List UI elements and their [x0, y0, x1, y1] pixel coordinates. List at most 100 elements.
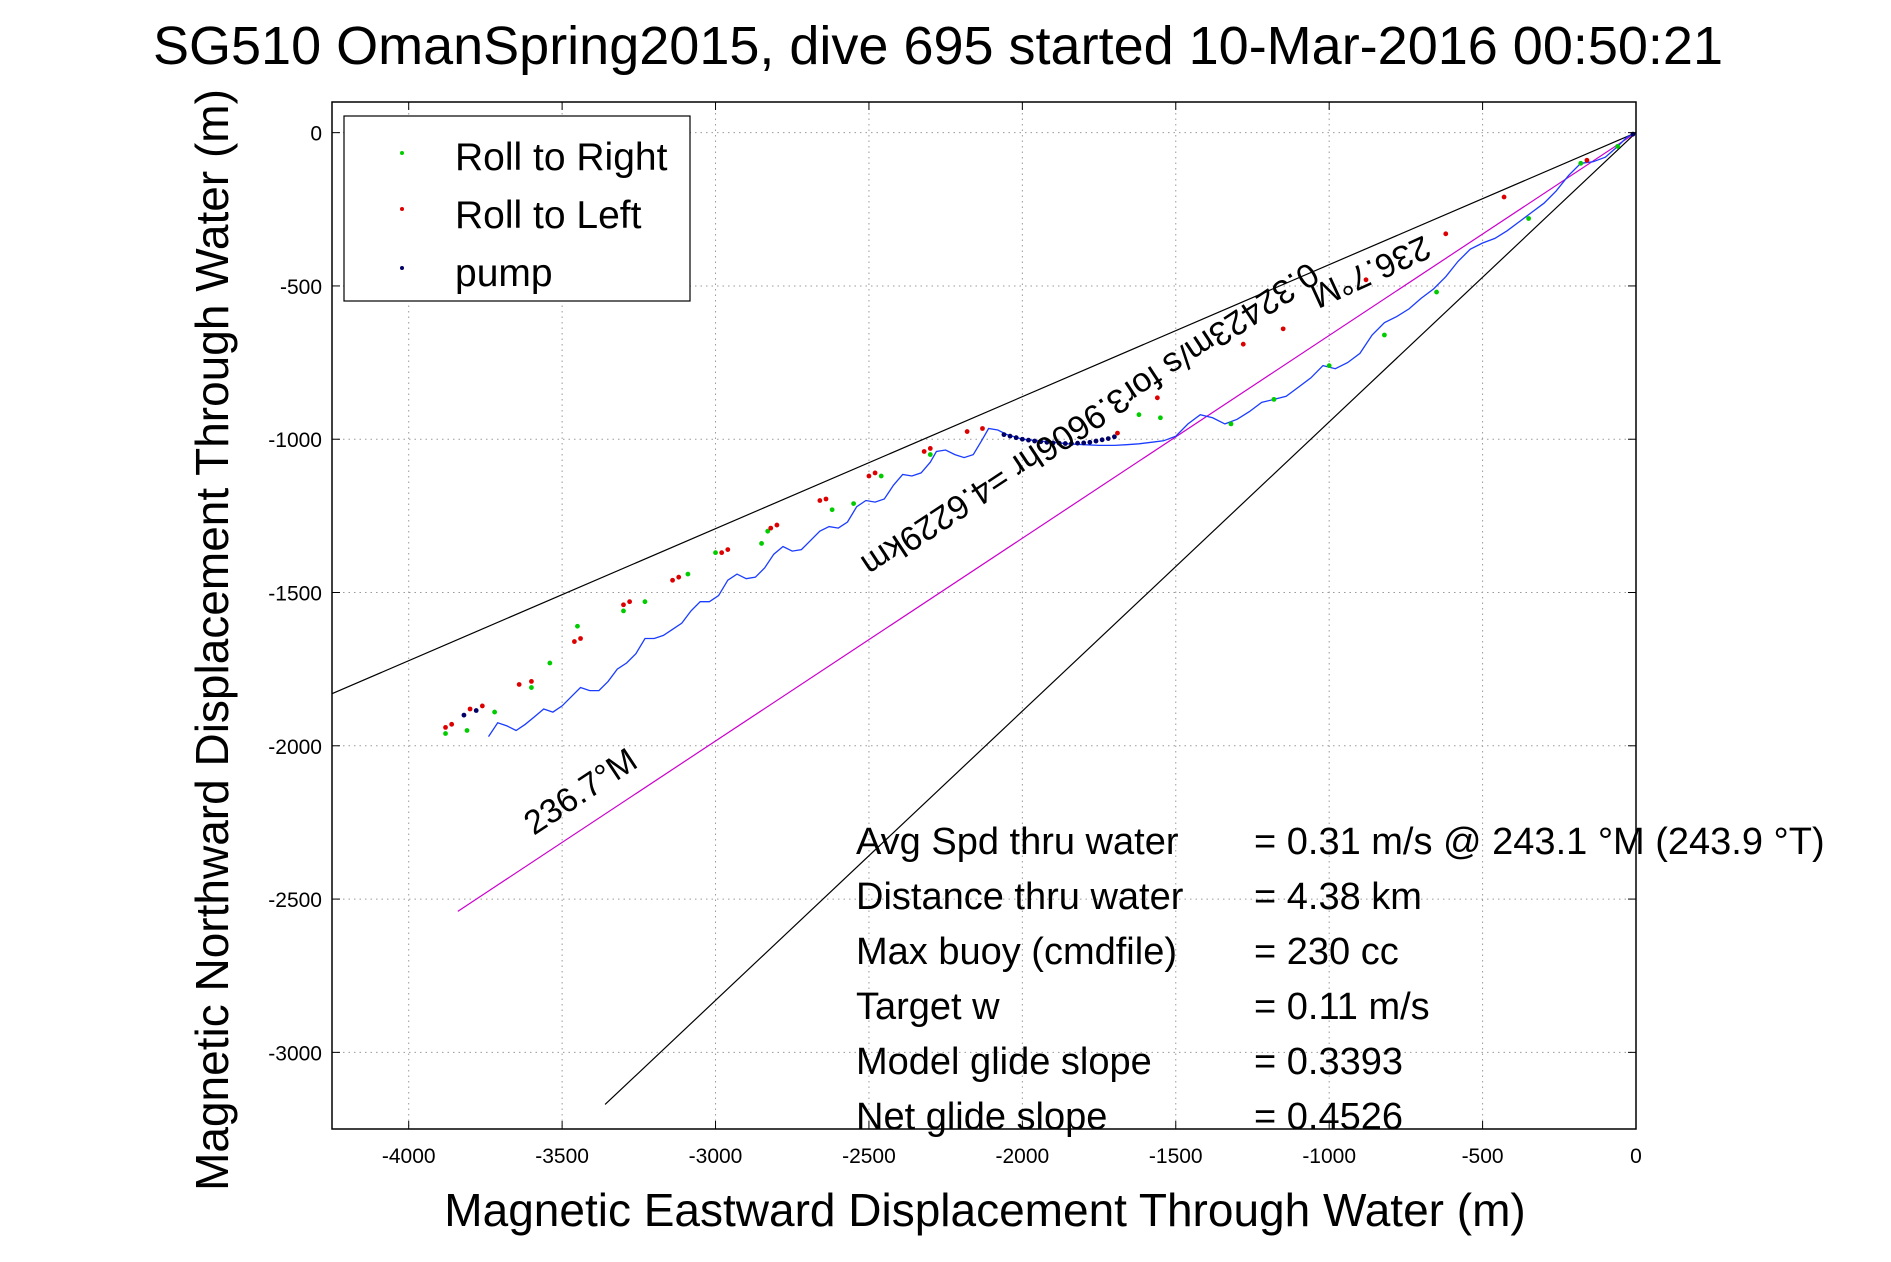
marker-roll-to-right [713, 550, 718, 556]
marker-roll-to-right [878, 473, 884, 479]
marker-pump [1044, 439, 1050, 445]
marker-roll-to-left [479, 703, 485, 709]
marker-roll-to-right [1434, 289, 1439, 295]
marker-roll-to-right [829, 507, 835, 513]
marker-roll-to-right [1615, 144, 1620, 149]
marker-roll-to-right [765, 528, 771, 534]
y-axis-label: Magnetic Northward Displacement Through … [186, 89, 238, 1191]
marker-roll-to-right [443, 731, 448, 736]
marker-pump [1099, 437, 1105, 443]
marker-roll-to-left [449, 721, 455, 727]
marker-pump [1001, 432, 1007, 438]
y-axis: 0 -500 -1000 -1500 -2000 -2500 -3000 [268, 123, 1636, 1065]
reference-lines [331, 132, 1637, 1105]
y-tick-label: 0 [310, 123, 322, 146]
reference-line-starboard [604, 132, 1637, 1105]
y-tick-label: -1500 [268, 583, 322, 606]
legend-marker-roll-left [400, 207, 404, 211]
marker-roll-to-left [927, 446, 933, 451]
marker-pump [1105, 436, 1111, 442]
legend: Roll to Right Roll to Left pump [343, 115, 691, 302]
marker-pump [1081, 440, 1087, 446]
marker-roll-to-left [1280, 326, 1286, 332]
marker-roll-to-right [1578, 160, 1584, 166]
stat-label: Model glide slope [856, 1041, 1152, 1083]
stat-label: Max buoy (cmdfile) [856, 931, 1177, 973]
marker-roll-to-left [578, 636, 583, 641]
x-tick-label: -3000 [689, 1145, 743, 1168]
stat-label: Net glide slope [856, 1096, 1107, 1138]
marker-roll-to-right [1526, 216, 1532, 221]
marker-pump [1038, 439, 1044, 445]
marker-pump [1087, 439, 1093, 445]
x-tick-label: -2500 [842, 1145, 896, 1168]
marker-roll-to-left [1501, 194, 1507, 200]
marker-roll-to-left [529, 679, 534, 684]
marker-roll-to-right [1158, 415, 1163, 421]
x-tick-label: -500 [1462, 1145, 1504, 1168]
marker-roll-to-right [642, 599, 648, 605]
marker-roll-to-left [768, 525, 774, 531]
y-tick-label: -1000 [268, 429, 322, 452]
marker-roll-to-left [1584, 157, 1590, 163]
x-tick-label: 0 [1630, 1145, 1642, 1168]
marker-roll-to-right [1326, 363, 1332, 369]
marker-roll-to-right [1382, 332, 1387, 338]
reference-line-course [457, 132, 1637, 912]
marker-roll-to-left [725, 547, 731, 552]
marker-roll-to-left [516, 682, 522, 687]
marker-roll-to-right [1136, 412, 1142, 418]
marker-roll-to-left [719, 550, 725, 556]
marker-roll-to-left [964, 429, 970, 434]
dive-statistics: Avg Spd thru water = 0.31 m/s @ 243.1 °M … [856, 821, 1825, 1138]
stat-label: Avg Spd thru water [856, 821, 1179, 863]
y-tick-label: -3000 [268, 1042, 322, 1065]
marker-roll-to-left [1154, 395, 1160, 401]
marker-roll-to-left [676, 574, 682, 580]
stat-value: = 0.4526 [1254, 1096, 1403, 1138]
y-tick-label: -2500 [268, 889, 322, 912]
marker-pump [1007, 433, 1013, 439]
stat-label: Distance thru water [856, 876, 1184, 918]
marker-roll-to-left [980, 426, 985, 431]
marker-pump [473, 708, 479, 713]
marker-roll-to-right [492, 709, 498, 715]
marker-roll-to-left [1240, 341, 1246, 347]
legend-label-roll-left: Roll to Left [455, 194, 642, 237]
plot-frame [331, 101, 1637, 1130]
stat-value: = 0.3393 [1254, 1041, 1403, 1083]
marker-roll-to-left [1443, 231, 1449, 237]
x-tick-label: -4000 [382, 1145, 436, 1168]
marker-roll-to-left [1363, 277, 1369, 283]
marker-roll-to-left [823, 496, 829, 502]
marker-roll-to-left [670, 577, 675, 583]
legend-label-roll-right: Roll to Right [455, 136, 668, 179]
marker-roll-to-left [443, 724, 448, 730]
stat-label: Target w [856, 986, 1000, 1028]
marker-roll-to-left [921, 449, 927, 454]
marker-pump [1062, 441, 1068, 446]
x-axis-label: Magnetic Eastward Displacement Through W… [444, 1184, 1525, 1236]
marker-roll-to-right [547, 660, 553, 666]
marker-roll-to-right [464, 728, 470, 733]
marker-pump [461, 712, 467, 718]
marker-roll-to-right [685, 571, 691, 577]
marker-roll-to-right [529, 685, 534, 690]
marker-roll-to-right [1228, 421, 1234, 427]
marker-pump [1056, 440, 1062, 446]
stat-value: = 4.38 km [1254, 876, 1422, 918]
marker-roll-to-left [1115, 430, 1120, 436]
marker-pump [1013, 435, 1019, 441]
marker-pump [1093, 438, 1099, 444]
marker-roll-to-right [927, 452, 933, 457]
marker-roll-to-right [759, 541, 764, 546]
marker-roll-to-left [467, 706, 473, 712]
marker-pump [1032, 438, 1038, 444]
markers [443, 131, 1636, 736]
stat-value: = 0.31 m/s @ 243.1 °M (243.9 °T) [1254, 821, 1825, 863]
marker-roll-to-right [1271, 396, 1277, 402]
marker-roll-to-left [872, 470, 878, 476]
y-tick-label: -2000 [268, 736, 322, 759]
marker-roll-to-right [851, 501, 856, 507]
